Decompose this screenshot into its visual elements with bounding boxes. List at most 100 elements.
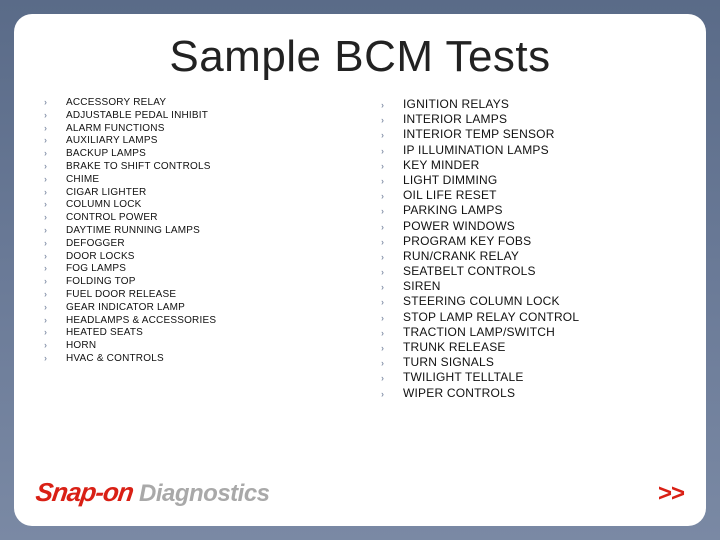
list-item-label: OIL LIFE RESET xyxy=(403,189,497,201)
chevron-icon: › xyxy=(44,252,52,261)
chevron-icon: › xyxy=(44,213,52,222)
list-item-label: DOOR LOCKS xyxy=(66,252,135,262)
chevron-icon: › xyxy=(381,374,389,383)
chevron-icon: › xyxy=(44,98,52,107)
list-item: › ADJUSTABLE PEDAL INHIBIT xyxy=(44,111,341,121)
chevron-icon: › xyxy=(381,268,389,277)
list-item: › SIREN xyxy=(381,280,678,292)
chevron-icon: › xyxy=(381,238,389,247)
list-item-label: KEY MINDER xyxy=(403,159,479,171)
list-item: ›TRACTION LAMP/SWITCH xyxy=(381,326,678,338)
list-item: › BRAKE TO SHIFT CONTROLS xyxy=(44,162,341,172)
list-item: › INTERIOR TEMP SENSOR xyxy=(381,128,678,140)
list-item: › CIGAR LIGHTER xyxy=(44,188,341,198)
list-item-label: FUEL DOOR RELEASE xyxy=(66,290,176,300)
list-item-label: HORN xyxy=(66,341,96,351)
list-item-label: TWILIGHT TELLTALE xyxy=(403,371,524,383)
chevron-icon: › xyxy=(381,314,389,323)
list-item: › DOOR LOCKS xyxy=(44,252,341,262)
list-item: ›HVAC & CONTROLS xyxy=(44,354,341,364)
list-item: › KEY MINDER xyxy=(381,159,678,171)
list-item: › OIL LIFE RESET xyxy=(381,189,678,201)
chevron-icon: › xyxy=(44,162,52,171)
chevron-icon: › xyxy=(44,111,52,120)
list-item: ›INTERIOR LAMPS xyxy=(381,113,678,125)
list-item-label: IP ILLUMINATION LAMPS xyxy=(403,144,549,156)
list-item: ›FOG LAMPS xyxy=(44,264,341,274)
slide-background: Sample BCM Tests › ACCESSORY RELAY › ADJUST… xyxy=(0,0,720,540)
list-item-label: PARKING LAMPS xyxy=(403,204,503,216)
page-title: Sample BCM Tests xyxy=(42,32,678,82)
list-item: › HEATED SEATS xyxy=(44,328,341,338)
chevron-icon: › xyxy=(44,290,52,299)
list-item: ›TURN SIGNALS xyxy=(381,356,678,368)
list-item: › STOP LAMP RELAY CONTROL xyxy=(381,311,678,323)
list-item-label: CONTROL POWER xyxy=(66,213,158,223)
list-item-label: ALARM FUNCTIONS xyxy=(66,124,165,134)
list-item-label: CIGAR LIGHTER xyxy=(66,188,146,198)
chevron-icon: › xyxy=(381,390,389,399)
right-column: ›IGNITION RELAYS›INTERIOR LAMPS›INTERIOR… xyxy=(381,98,678,402)
list-item-label: ACCESSORY RELAY xyxy=(66,98,166,108)
list-item-label: DAYTIME RUNNING LAMPS xyxy=(66,226,200,236)
chevron-icon: › xyxy=(381,359,389,368)
list-item-label: FOLDING TOP xyxy=(66,277,136,287)
next-button[interactable]: >> xyxy=(658,480,684,508)
list-item: › HEADLAMPS & ACCESSORIES xyxy=(44,316,341,326)
list-item: ›CHIME xyxy=(44,175,341,185)
list-item: ›FOLDING TOP xyxy=(44,277,341,287)
chevron-icon: › xyxy=(381,253,389,262)
list-item: ›BACKUP LAMPS xyxy=(44,149,341,159)
list-item-label: BACKUP LAMPS xyxy=(66,149,146,159)
chevron-icon: › xyxy=(381,207,389,216)
list-item: ›POWER WINDOWS xyxy=(381,220,678,232)
chevron-icon: › xyxy=(381,192,389,201)
footer: Snap-on Diagnostics >> xyxy=(36,477,684,508)
list-item-label: INTERIOR LAMPS xyxy=(403,113,507,125)
chevron-icon: › xyxy=(44,136,52,145)
list-item-label: GEAR INDICATOR LAMP xyxy=(66,303,185,313)
list-item-label: RUN/CRANK RELAY xyxy=(403,250,519,262)
list-item-label: WIPER CONTROLS xyxy=(403,387,515,399)
chevron-icon: › xyxy=(381,283,389,292)
list-item-label: SIREN xyxy=(403,280,441,292)
chevron-icon: › xyxy=(44,200,52,209)
list-item: ›STEERING COLUMN LOCK xyxy=(381,295,678,307)
list-item: › WIPER CONTROLS xyxy=(381,387,678,399)
list-item-label: ADJUSTABLE PEDAL INHIBIT xyxy=(66,111,208,121)
list-item: › SEATBELT CONTROLS xyxy=(381,265,678,277)
list-item-label: STOP LAMP RELAY CONTROL xyxy=(403,311,579,323)
left-column: › ACCESSORY RELAY › ADJUSTABLE PEDAL INHIBI… xyxy=(44,98,341,402)
chevron-icon: › xyxy=(381,131,389,140)
list-item: › FUEL DOOR RELEASE xyxy=(44,290,341,300)
chevron-icon: › xyxy=(44,188,52,197)
list-item: ›DAYTIME RUNNING LAMPS xyxy=(44,226,341,236)
list-item-label: POWER WINDOWS xyxy=(403,220,515,232)
chevron-icon: › xyxy=(44,328,52,337)
chevron-icon: › xyxy=(381,162,389,171)
brand-logo: Snap-on Diagnostics xyxy=(36,477,270,508)
list-item: ›TRUNK RELEASE xyxy=(381,341,678,353)
chevron-icon: › xyxy=(381,298,389,307)
list-item-label: AUXILIARY LAMPS xyxy=(66,136,158,146)
list-item-label: IGNITION RELAYS xyxy=(403,98,509,110)
chevron-icon: › xyxy=(44,341,52,350)
list-item-label: HEADLAMPS & ACCESSORIES xyxy=(66,316,216,326)
list-item-label: TRACTION LAMP/SWITCH xyxy=(403,326,555,338)
chevron-icon: › xyxy=(44,175,52,184)
list-item: › ACCESSORY RELAY xyxy=(44,98,341,108)
list-item-label: SEATBELT CONTROLS xyxy=(403,265,536,277)
list-item: › ALARM FUNCTIONS xyxy=(44,124,341,134)
list-item-label: HEATED SEATS xyxy=(66,328,143,338)
chevron-icon: › xyxy=(381,344,389,353)
list-item-label: INTERIOR TEMP SENSOR xyxy=(403,128,555,140)
chevron-icon: › xyxy=(381,101,389,110)
list-item: ›DEFOGGER xyxy=(44,239,341,249)
list-item: ›IP ILLUMINATION LAMPS xyxy=(381,144,678,156)
chevron-icon: › xyxy=(44,124,52,133)
chevron-icon: › xyxy=(44,316,52,325)
list-item-label: PROGRAM KEY FOBS xyxy=(403,235,531,247)
chevron-icon: › xyxy=(44,239,52,248)
list-item-label: BRAKE TO SHIFT CONTROLS xyxy=(66,162,211,172)
chevron-icon: › xyxy=(381,177,389,186)
